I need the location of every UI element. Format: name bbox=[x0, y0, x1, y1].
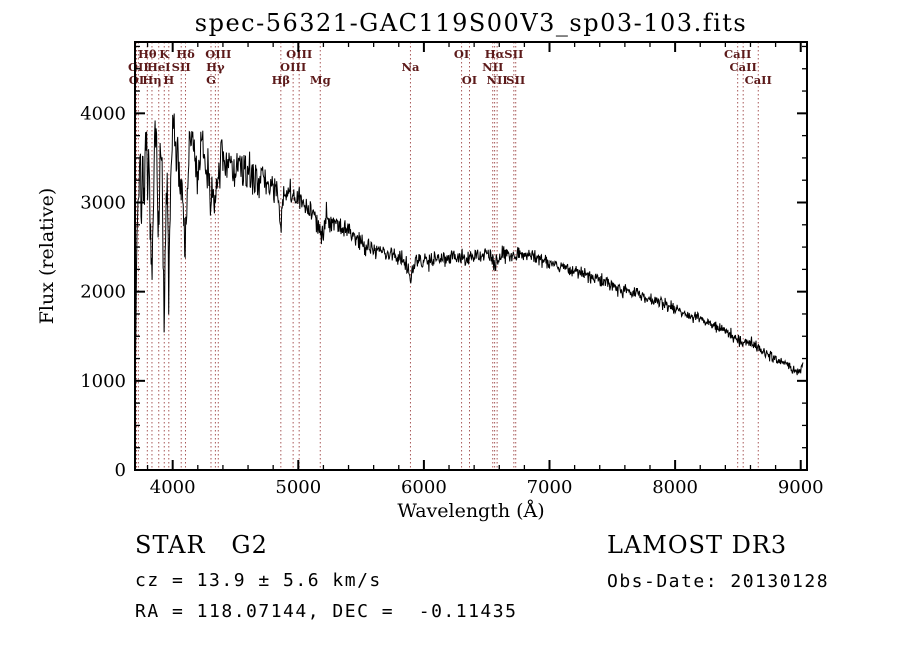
svg-text:Hβ: Hβ bbox=[272, 73, 291, 87]
svg-text:HeI: HeI bbox=[147, 60, 171, 74]
svg-text:Hα: Hα bbox=[485, 47, 505, 61]
svg-text:SII: SII bbox=[506, 73, 525, 87]
svg-text:OIII: OIII bbox=[205, 47, 231, 61]
svg-text:OII: OII bbox=[128, 60, 149, 74]
svg-text:K: K bbox=[159, 47, 170, 61]
svg-text:CaII: CaII bbox=[724, 47, 751, 61]
svg-text:5000: 5000 bbox=[275, 477, 321, 498]
svg-text:G: G bbox=[206, 73, 216, 87]
svg-text:Hγ: Hγ bbox=[206, 60, 225, 74]
svg-text:CaII: CaII bbox=[730, 60, 757, 74]
svg-text:4000: 4000 bbox=[80, 103, 126, 124]
major-ticks bbox=[135, 42, 807, 471]
svg-text:CaII: CaII bbox=[745, 73, 772, 87]
obs-date-label: Obs-Date: 20130128 bbox=[607, 571, 830, 592]
spectral-line-markers bbox=[136, 42, 759, 470]
axes-box bbox=[134, 41, 808, 471]
svg-text:9000: 9000 bbox=[778, 477, 824, 498]
svg-text:NII: NII bbox=[482, 60, 503, 74]
svg-text:Na: Na bbox=[401, 60, 420, 74]
cz-velocity-label: cz = 13.9 ± 5.6 km/s bbox=[135, 570, 382, 591]
svg-text:1000: 1000 bbox=[80, 371, 126, 392]
svg-text:2000: 2000 bbox=[80, 282, 126, 303]
figure-title: spec-56321-GAC119S00V3_sp03-103.fits bbox=[194, 9, 748, 37]
svg-text:7000: 7000 bbox=[527, 477, 573, 498]
x-axis-label: Wavelength (Å) bbox=[397, 500, 545, 522]
spectrum-trace bbox=[134, 113, 804, 431]
svg-text:OI: OI bbox=[454, 47, 469, 61]
svg-text:H: H bbox=[163, 73, 174, 87]
svg-text:Hδ: Hδ bbox=[176, 47, 195, 61]
svg-text:Hη: Hη bbox=[142, 73, 161, 87]
spectral-line-labels: OIOIIHθHηHeIKHSIIHδGHγOIIIHβOIIIOIIIMgNa… bbox=[128, 47, 772, 87]
svg-text:SII: SII bbox=[504, 47, 523, 61]
survey-label: LAMOST DR3 bbox=[607, 531, 788, 559]
minor-ticks bbox=[135, 42, 807, 470]
y-axis-label: Flux (relative) bbox=[36, 187, 58, 325]
svg-text:Mg: Mg bbox=[310, 73, 331, 87]
svg-text:OI: OI bbox=[129, 73, 144, 87]
svg-text:OIII: OIII bbox=[280, 60, 306, 74]
svg-text:NII: NII bbox=[486, 73, 507, 87]
svg-text:8000: 8000 bbox=[652, 477, 698, 498]
svg-text:0: 0 bbox=[115, 460, 126, 481]
object-class-label: STAR G2 bbox=[135, 531, 268, 559]
svg-text:4000: 4000 bbox=[150, 477, 196, 498]
svg-text:OIII: OIII bbox=[286, 47, 312, 61]
svg-text:3000: 3000 bbox=[80, 193, 126, 214]
tick-labels: 4000 5000 6000 7000 8000 9000 0 1000 2000 3000 400… bbox=[80, 103, 823, 498]
svg-text:OI: OI bbox=[462, 73, 477, 87]
ra-dec-label: RA = 118.07144, DEC = -0.11435 bbox=[135, 601, 518, 622]
svg-text:SII: SII bbox=[172, 60, 191, 74]
svg-text:Hθ: Hθ bbox=[138, 47, 157, 61]
svg-text:6000: 6000 bbox=[401, 477, 447, 498]
